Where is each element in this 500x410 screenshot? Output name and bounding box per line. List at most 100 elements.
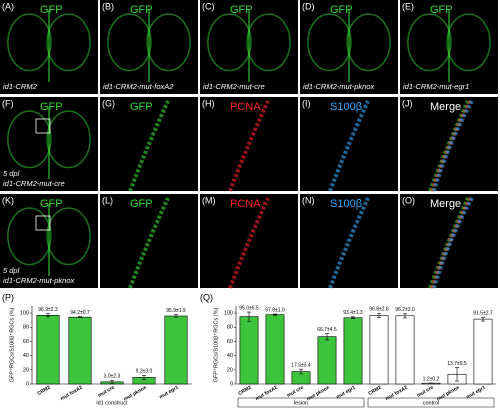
tissue — [407, 13, 452, 72]
error-bar — [325, 333, 329, 341]
panel-letter: (B) — [102, 1, 114, 11]
panel-letter: (F) — [2, 98, 14, 108]
value-label: 97.8±1.0 — [265, 307, 285, 313]
error-bar — [273, 313, 277, 316]
stain-label: Merge — [430, 101, 461, 113]
panel-letter: (H) — [202, 98, 215, 108]
value-label: 96.9±2.3 — [38, 307, 58, 313]
y-tick-label: 60 — [227, 339, 233, 345]
y-tick-label: 40 — [227, 353, 233, 359]
tissue — [146, 13, 191, 72]
panel-letter: (M) — [202, 195, 216, 205]
construct-caption: id1-CRM2-mut-foxA2 — [103, 82, 174, 91]
error-bar — [142, 374, 146, 380]
y-tick-label: 0 — [230, 381, 233, 387]
tissue — [7, 207, 52, 266]
panel-letter: (Q) — [200, 292, 213, 302]
tissue — [446, 13, 491, 72]
y-tick-label: 100 — [20, 311, 29, 317]
tissue — [107, 13, 152, 72]
image-panel: (L) GFP — [100, 194, 198, 289]
panel-letter: (D) — [302, 1, 315, 11]
tissue — [46, 110, 91, 169]
y-tick-label: 0 — [26, 381, 29, 387]
image-panel: (C) GFP id1-CRM2-mut-cre — [200, 0, 298, 94]
error-bar — [174, 314, 178, 318]
construct-caption: id1-CRM2-mut-pknox — [3, 276, 75, 285]
value-label: 13.7±9.5 — [447, 361, 467, 367]
value-label: 3.0±2.3 — [104, 374, 121, 380]
tissue — [307, 13, 352, 72]
image-panel: (N) S100β — [300, 194, 398, 289]
bar — [369, 315, 389, 385]
value-label: 93.4±1.3 — [343, 310, 363, 316]
y-tick-label: 60 — [23, 339, 29, 345]
error-bar — [403, 313, 407, 319]
panel-letter: (O) — [402, 195, 415, 205]
image-panel: (B) GFP id1-CRM2-mut-foxA2 — [100, 0, 198, 94]
image-panel: (M) PCNA — [200, 194, 298, 289]
panel-letter: (K) — [2, 195, 14, 205]
stain-label: GFP — [40, 198, 63, 210]
bar — [473, 318, 493, 385]
y-tick-label: 80 — [227, 325, 233, 331]
x-axis-label: id1 construct — [96, 400, 128, 406]
value-label: 91.5±2.7 — [473, 311, 493, 317]
tissue — [246, 13, 291, 72]
image-panel: (H) PCNA — [200, 97, 298, 192]
condition: 5 dpl — [3, 266, 20, 275]
bar — [239, 316, 259, 385]
stain-label: GFP — [130, 198, 153, 210]
stain-label: PCNA — [230, 101, 261, 113]
inset-box — [35, 215, 51, 231]
tissue — [46, 13, 91, 72]
image-panel: (D) GFP id1-CRM2-mut-pknox — [300, 0, 398, 94]
stain-label: GFP — [330, 4, 353, 16]
tissue — [46, 207, 91, 266]
stain-label: GFP — [130, 4, 153, 16]
stain-label: GFP — [40, 101, 63, 113]
value-label: 9.3±3.0 — [136, 369, 153, 375]
value-label: 17.5±3.4 — [291, 363, 311, 369]
value-label: 1.2±0.2 — [423, 376, 440, 382]
y-tick-label: 100 — [224, 311, 233, 317]
y-tick-label: 20 — [23, 367, 29, 373]
error-bar — [247, 311, 251, 322]
image-panel: (G) GFP — [100, 97, 198, 192]
value-label: 96.8±2.8 — [369, 307, 389, 313]
stain-label: GFP — [230, 4, 253, 16]
panel-letter: (A) — [2, 1, 14, 11]
bar — [265, 314, 285, 385]
value-label: 95.9±1.9 — [166, 308, 186, 314]
construct-caption: id1-CRM2-mut-egr1 — [403, 82, 469, 91]
error-bar — [455, 367, 459, 382]
panel-letter: (N) — [302, 195, 315, 205]
error-bar — [351, 316, 355, 319]
bar — [36, 314, 60, 385]
stain-label: PCNA — [230, 198, 261, 210]
image-panels: (A) GFP id1-CRM2 (B) GFP id1-CRM2-mut-foxA2 (C… — [0, 0, 498, 289]
panel-letter: (J) — [402, 98, 413, 108]
value-label: 95.0±6.5 — [239, 305, 259, 311]
bar — [68, 316, 92, 385]
stain-label: S100β — [330, 101, 362, 113]
error-bar — [299, 368, 303, 375]
y-axis-label: GFP⁺RGCs/S100β⁺RGCs (%) — [8, 308, 15, 383]
error-bar — [377, 313, 381, 318]
error-bar — [481, 316, 485, 322]
construct-caption: id1-CRM2 — [3, 82, 38, 91]
y-tick-label: 20 — [227, 367, 233, 373]
tissue — [207, 13, 252, 72]
image-panel: (I) S100β — [300, 97, 398, 192]
inset-box — [35, 118, 51, 134]
group-label: control — [423, 400, 440, 406]
bar — [395, 315, 415, 385]
stain-label: S100β — [330, 198, 362, 210]
value-label: 66.7±4.5 — [317, 327, 337, 333]
tissue — [7, 110, 52, 169]
panel-letter: (G) — [102, 98, 115, 108]
image-panel: (O) Merge — [400, 194, 498, 289]
